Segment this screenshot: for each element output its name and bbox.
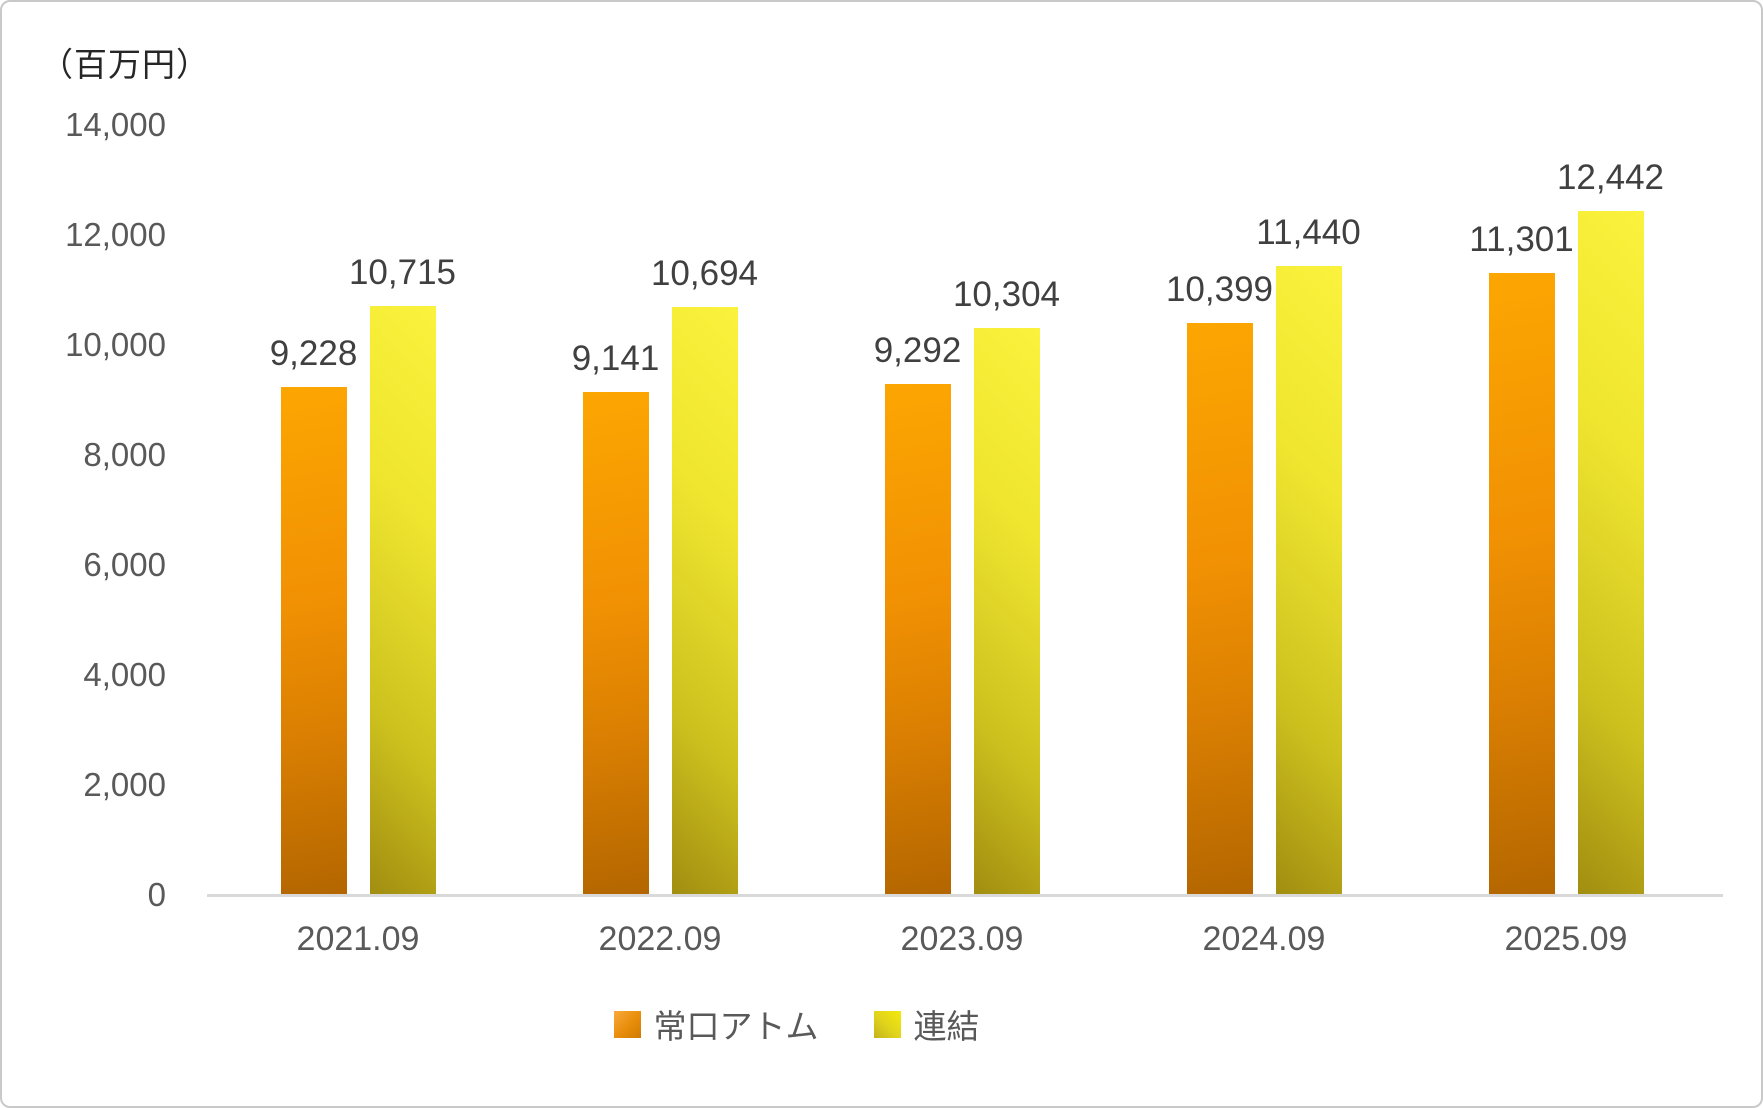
bar-value-label-s1-2024.09: 11,440: [1256, 212, 1361, 252]
bar-常口アトム-2025.09: [1488, 273, 1555, 895]
legend-item-連結: 連結: [873, 1000, 980, 1048]
bar-wrap-s0-2024.09: 10,399: [1166, 270, 1273, 895]
bar-value-label-s1-2025.09: 12,442: [1556, 157, 1665, 197]
bar-value-label-s0-2024.09: 10,399: [1165, 270, 1274, 310]
y-tick-label-0: 0: [147, 876, 166, 913]
x-tick-label-2022.09: 2022.09: [598, 920, 722, 958]
bar-group-2025.09: 11,301 12,442: [1415, 125, 1717, 895]
legend-swatch-icon: [613, 1010, 641, 1038]
plot-area: 9,228 10,715 9,141 10,694 9,292 10,304 10,399 1…: [207, 125, 1717, 895]
legend-item-常口アトム: 常口アトム: [613, 1000, 819, 1048]
y-tick-label-12000: 12,000: [65, 216, 166, 253]
bar-連結-2022.09: [671, 306, 738, 895]
bar-wrap-s0-2021.09: 9,228: [270, 334, 357, 895]
legend: 常口アトム 連結: [2, 1000, 1761, 1048]
x-axis-labels: 2021.09 2022.09 2023.09 2024.09 2025.09: [207, 920, 1717, 959]
bar-wrap-s1-2022.09: 10,694: [651, 254, 758, 895]
bar-value-label-s0-2025.09: 11,301: [1469, 220, 1574, 260]
x-axis-line: [207, 894, 1723, 897]
bar-常口アトム-2024.09: [1186, 323, 1253, 895]
legend-label: 常口アトム: [653, 1008, 819, 1045]
x-tick-label-2024.09: 2024.09: [1202, 920, 1326, 958]
bar-wrap-s1-2025.09: 12,442: [1557, 158, 1664, 895]
bar-連結-2024.09: [1275, 265, 1342, 895]
bar-value-label-s0-2022.09: 9,141: [571, 339, 660, 379]
bar-group-2021.09: 9,228 10,715: [207, 125, 509, 895]
axis-unit-label: （百万円）: [40, 46, 210, 83]
bar-常口アトム-2023.09: [884, 383, 951, 895]
bar-value-label-s1-2023.09: 10,304: [952, 275, 1061, 315]
x-tick-label-2021.09: 2021.09: [296, 920, 420, 958]
bar-常口アトム-2021.09: [280, 387, 347, 895]
bar-常口アトム-2022.09: [582, 392, 649, 895]
bar-value-label-s1-2021.09: 10,715: [348, 252, 457, 292]
bar-wrap-s1-2023.09: 10,304: [953, 275, 1060, 895]
bar-wrap-s0-2022.09: 9,141: [572, 339, 659, 895]
bar-連結-2025.09: [1577, 210, 1644, 895]
bar-連結-2023.09: [973, 328, 1040, 895]
legend-swatch-icon: [873, 1010, 901, 1038]
bar-wrap-s1-2024.09: 11,440: [1256, 213, 1361, 895]
bar-group-2023.09: 9,292 10,304: [811, 125, 1113, 895]
y-tick-label-8000: 8,000: [83, 436, 166, 473]
bar-group-2024.09: 10,399 11,440: [1113, 125, 1415, 895]
bar-wrap-s0-2025.09: 11,301: [1469, 220, 1574, 895]
bar-group-2022.09: 9,141 10,694: [509, 125, 811, 895]
legend-label: 連結: [913, 1008, 980, 1045]
x-tick-label-2023.09: 2023.09: [900, 920, 1024, 958]
bar-wrap-s0-2023.09: 9,292: [874, 331, 961, 895]
bar-wrap-s1-2021.09: 10,715: [349, 253, 456, 895]
y-tick-label-2000: 2,000: [83, 766, 166, 803]
bar-value-label-s0-2023.09: 9,292: [873, 330, 962, 370]
bar-連結-2021.09: [369, 305, 436, 895]
y-tick-label-4000: 4,000: [83, 656, 166, 693]
y-tick-label-10000: 10,000: [65, 326, 166, 363]
x-tick-label-2025.09: 2025.09: [1504, 920, 1628, 958]
y-tick-label-6000: 6,000: [83, 546, 166, 583]
bar-value-label-s1-2022.09: 10,694: [650, 253, 759, 293]
y-tick-label-14000: 14,000: [65, 106, 166, 143]
bar-value-label-s0-2021.09: 9,228: [269, 334, 358, 374]
